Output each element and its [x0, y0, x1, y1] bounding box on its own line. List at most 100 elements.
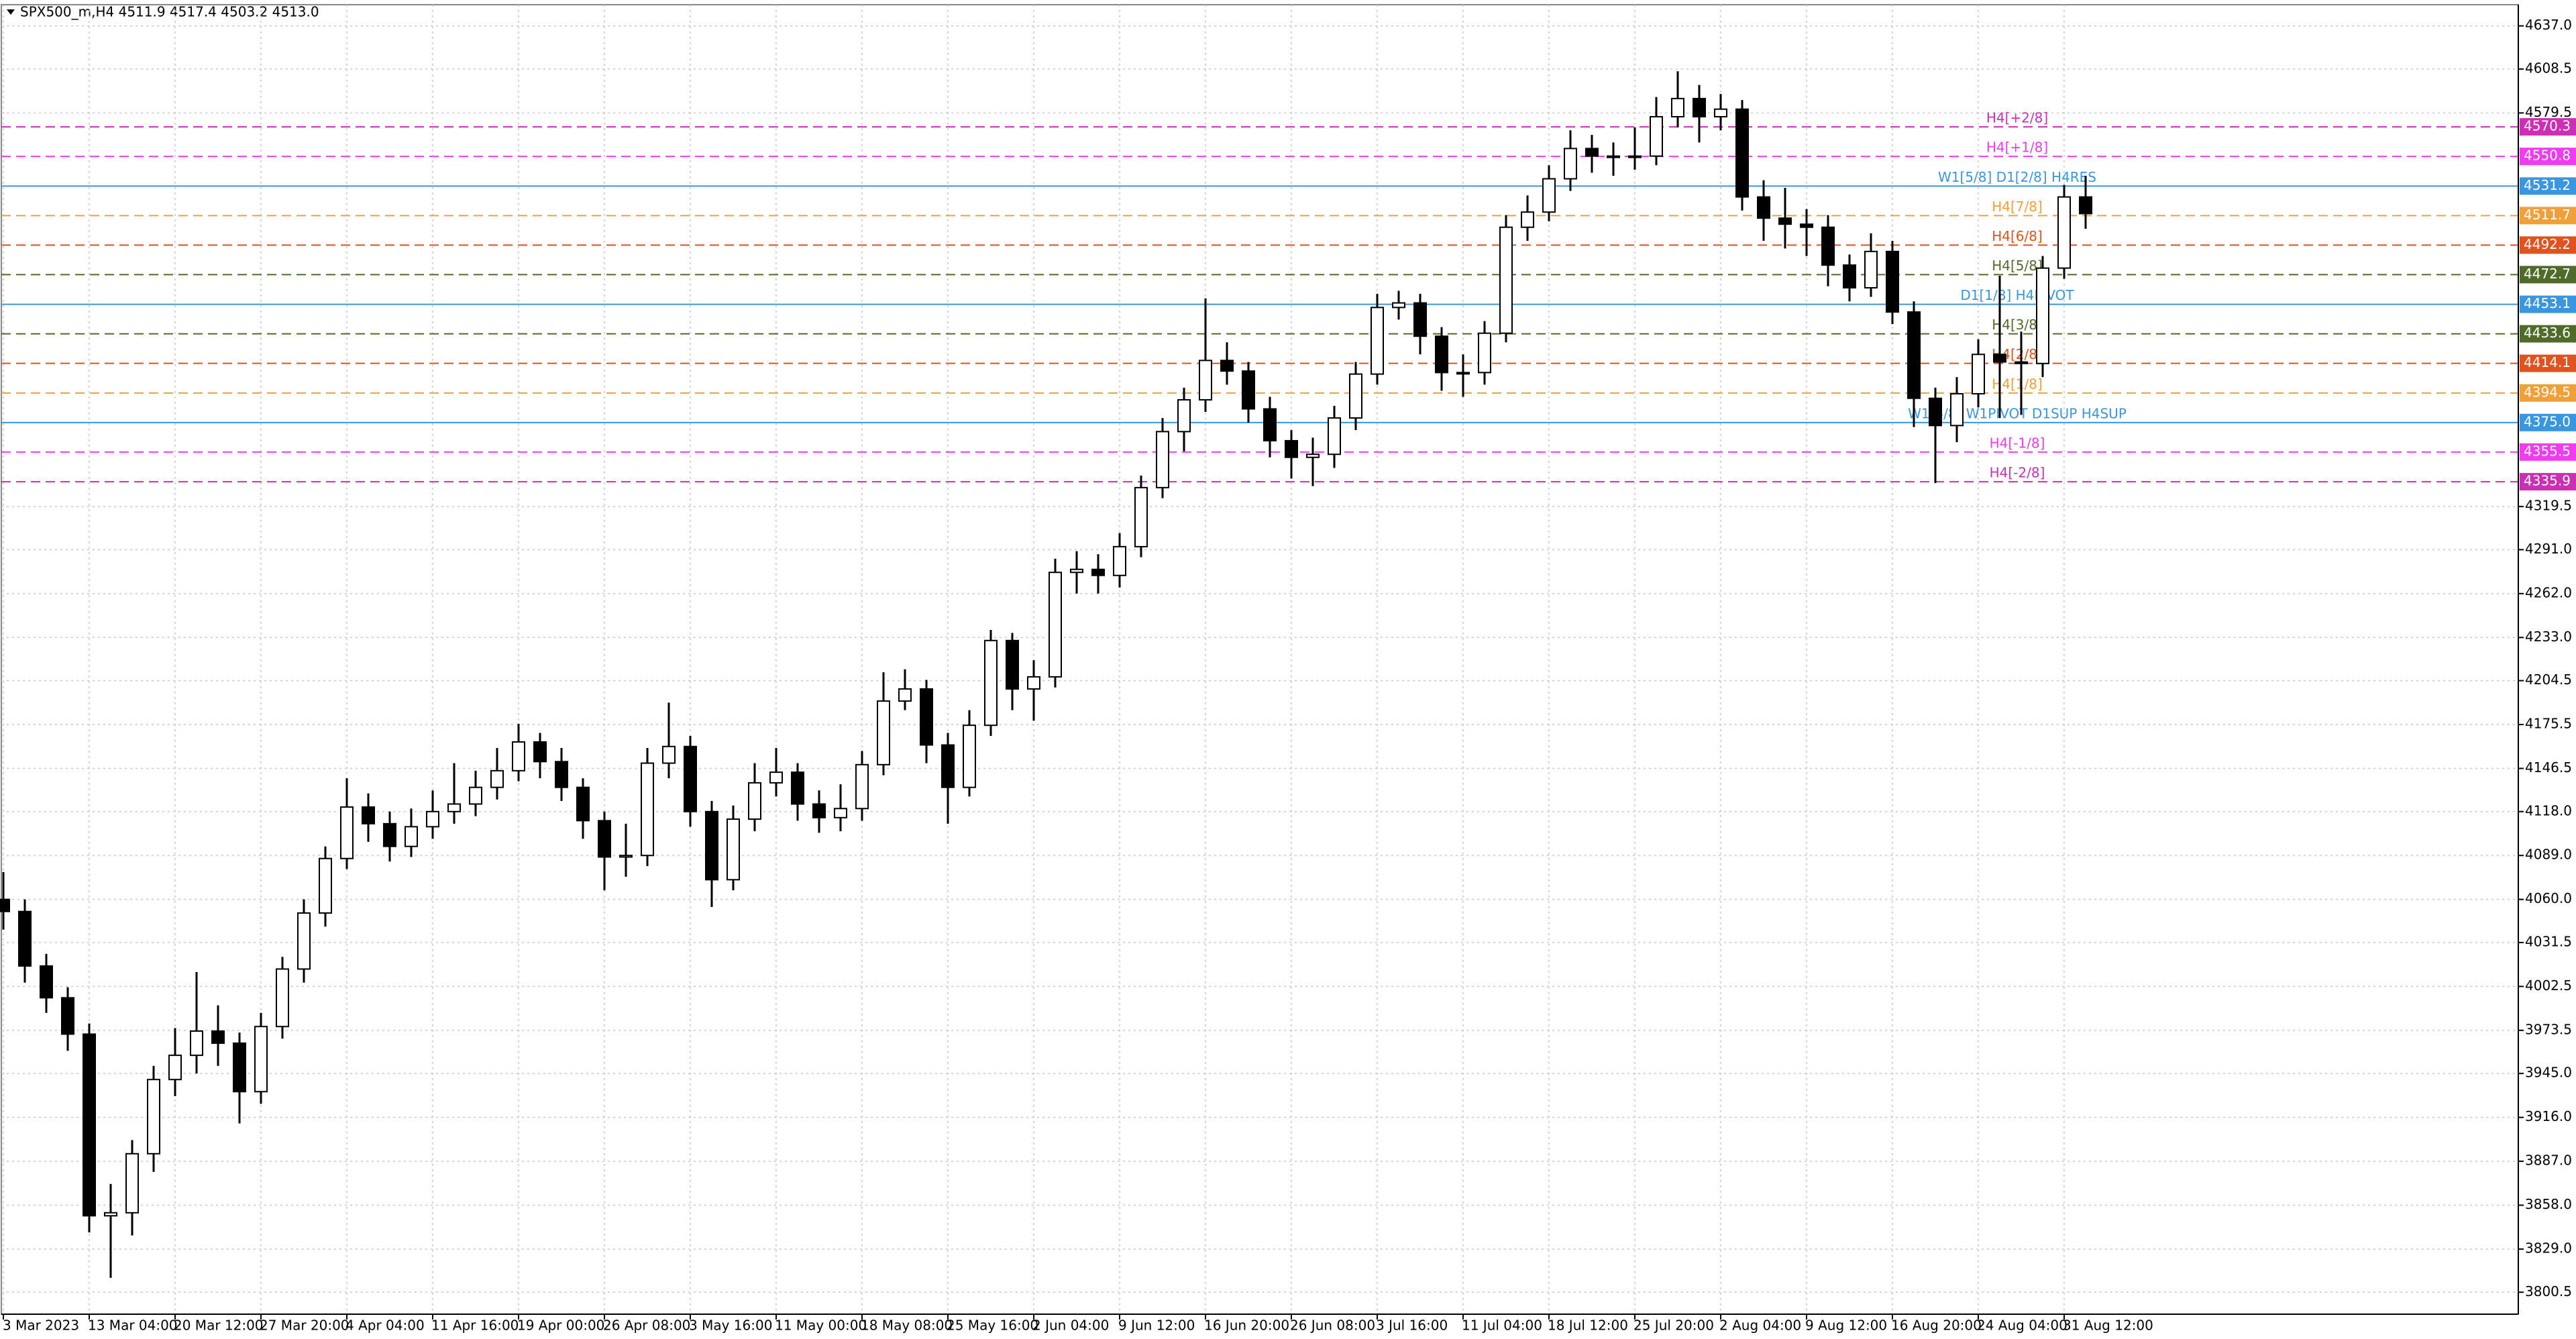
- level-price-tag: [2520, 148, 2576, 166]
- candle-body: [1113, 545, 1126, 576]
- candle-body: [1499, 226, 1513, 334]
- candle-body: [1929, 397, 1942, 427]
- y-tick-label: 4002.5: [2525, 977, 2572, 994]
- y-tick-label: 3829.0: [2525, 1240, 2572, 1256]
- symbol-menu-arrow[interactable]: [7, 9, 15, 15]
- candle-body: [1349, 373, 1362, 419]
- x-tick-label: 13 Mar 04:00: [88, 1318, 178, 1334]
- level-price-label: 4335.9: [2524, 473, 2571, 489]
- candle-body: [1864, 250, 1878, 288]
- candle-body: [405, 826, 418, 847]
- x-tick-label: 24 Aug 04:00: [1977, 1318, 2068, 1334]
- candle-body: [1521, 211, 1534, 228]
- level-price-label: 4472.7: [2524, 266, 2571, 282]
- y-tick-label: 4089.0: [2525, 847, 2572, 863]
- candle-body: [598, 820, 611, 858]
- level-label: H4[-1/8]: [1990, 435, 2045, 451]
- candle-body: [1671, 97, 1684, 117]
- level-price-label: 4531.2: [2524, 177, 2571, 193]
- x-tick-label: 2 Jun 04:00: [1032, 1318, 1109, 1334]
- level-price-tag: [2520, 295, 2576, 313]
- candle-body: [1413, 302, 1427, 337]
- candle-body: [748, 782, 761, 820]
- level-price-tag: [2520, 384, 2576, 402]
- candle-body: [1993, 354, 2006, 363]
- candle-body: [1091, 568, 1105, 576]
- candle-body: [1907, 311, 1921, 399]
- y-tick-label: 4118.0: [2525, 802, 2572, 818]
- chart-title: SPX500_m,H4 4511.9 4517.4 4503.2 4513.0: [20, 4, 319, 20]
- y-tick-label: 3973.5: [2525, 1021, 2572, 1037]
- candle-body: [641, 762, 654, 857]
- x-tick-label: 18 Jul 12:00: [1548, 1318, 1628, 1334]
- candle-body: [963, 725, 976, 788]
- candle-body: [1843, 264, 1856, 288]
- level-price-tag: [2520, 443, 2576, 461]
- level-price-label: 4453.1: [2524, 295, 2571, 311]
- level-price-label: 4570.3: [2524, 118, 2571, 134]
- y-tick-label: 3858.0: [2525, 1196, 2572, 1212]
- y-tick-label: 4031.5: [2525, 933, 2572, 949]
- level-price-tag: [2520, 473, 2576, 491]
- candle-body: [1306, 453, 1320, 458]
- candle-body: [319, 857, 332, 914]
- candle-body: [576, 786, 590, 822]
- candle-body: [1242, 370, 1255, 410]
- candle-body: [104, 1212, 117, 1217]
- candle-body: [426, 810, 439, 828]
- candle-body: [1800, 223, 1813, 228]
- x-tick-label: 2 Aug 04:00: [1719, 1318, 1801, 1334]
- y-tick-label: 4175.5: [2525, 716, 2572, 732]
- candle-body: [1650, 115, 1663, 157]
- level-price-tag: [2520, 266, 2576, 284]
- candle-body: [276, 968, 289, 1028]
- x-tick-label: 11 Apr 16:00: [431, 1318, 519, 1334]
- level-price-label: 4550.8: [2524, 148, 2571, 164]
- candle-body: [1478, 332, 1491, 374]
- x-tick-label: 16 Aug 20:00: [1891, 1318, 1982, 1334]
- y-tick-label: 3800.5: [2525, 1283, 2572, 1299]
- candle-body: [1778, 217, 1792, 225]
- level-label: W1[4/8] W1PIVOT D1SUP H4SUP: [1908, 405, 2127, 421]
- candle-body: [1585, 148, 1599, 157]
- candle-body: [1886, 250, 1899, 313]
- candle-body: [1628, 155, 1642, 158]
- candle-body: [447, 803, 461, 812]
- candle-body: [727, 818, 740, 881]
- candle-body: [1070, 568, 1083, 574]
- candle-body: [125, 1153, 139, 1214]
- level-price-tag: [2520, 413, 2576, 431]
- candle-body: [2079, 196, 2092, 215]
- candle-body: [83, 1033, 96, 1217]
- candle-body: [362, 806, 375, 824]
- candle-body: [1735, 108, 1749, 198]
- candle-body: [1950, 392, 1964, 427]
- candle-body: [1757, 196, 1770, 219]
- candle-body: [705, 810, 718, 881]
- y-tick-label: 4233.0: [2525, 629, 2572, 645]
- candle-body: [920, 688, 933, 746]
- level-price-tag: [2520, 325, 2576, 343]
- candle-body: [469, 786, 482, 805]
- candle-body: [555, 761, 568, 788]
- candle-body: [340, 806, 354, 859]
- candle-body: [834, 808, 847, 818]
- level-label: H4[6/8]: [1992, 228, 2043, 244]
- x-tick-label: 3 Mar 2023: [3, 1318, 79, 1334]
- candle-body: [662, 745, 676, 764]
- level-label: H4[7/8]: [1992, 199, 2043, 215]
- y-tick-label: 4146.5: [2525, 759, 2572, 775]
- candle-body: [877, 700, 890, 765]
- candle-body: [1972, 354, 1985, 394]
- level-price-tag: [2520, 177, 2576, 195]
- x-tick-label: 26 Jun 08:00: [1290, 1318, 1375, 1334]
- candle-body: [684, 745, 697, 812]
- y-tick-label: 4608.5: [2525, 60, 2572, 76]
- candle-body: [812, 803, 826, 818]
- candle-body: [18, 910, 32, 967]
- candle-body: [1156, 431, 1169, 488]
- candle-body: [941, 744, 955, 788]
- level-price-label: 4394.5: [2524, 384, 2571, 400]
- x-tick-label: 25 May 16:00: [947, 1318, 1038, 1334]
